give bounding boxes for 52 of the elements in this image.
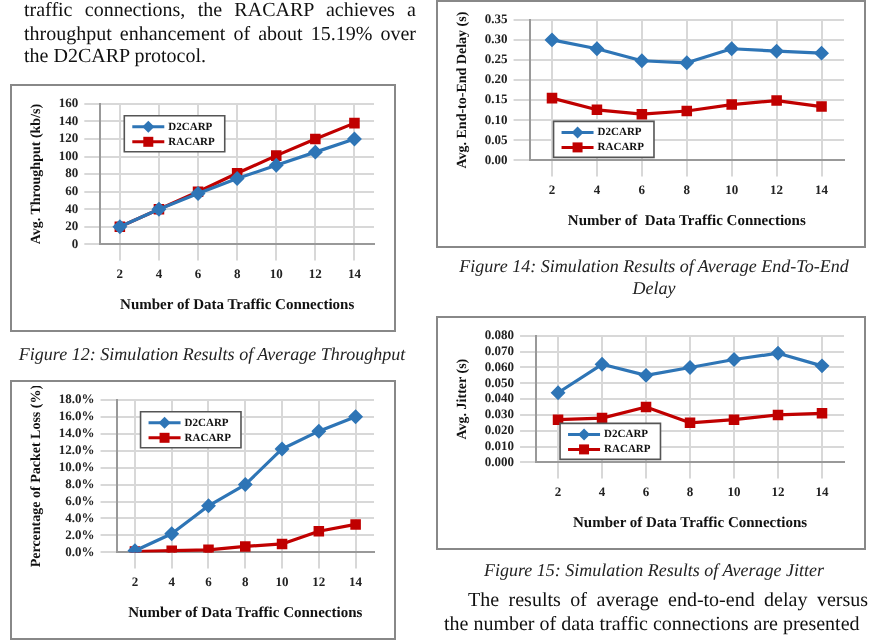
point [308,145,323,159]
point [240,541,251,552]
point [164,526,179,541]
point [595,357,609,372]
point [166,545,177,553]
point [636,108,648,120]
point [590,41,604,56]
point [679,55,694,70]
point [816,101,827,112]
point [591,104,603,116]
point [269,158,284,173]
point [313,525,325,537]
point [310,133,321,145]
point [814,46,829,60]
point [203,544,214,553]
point [276,538,288,550]
point [772,409,784,421]
point [238,477,253,492]
point [684,417,696,429]
point [552,414,564,425]
point [230,171,244,186]
point [681,105,693,117]
point [201,498,216,513]
point [349,117,360,129]
point [635,53,649,68]
point [546,92,558,104]
point [347,132,362,146]
text: Figure 15: Simulation Results of Average Jitter [482,560,826,582]
point [769,44,784,58]
point [312,424,326,438]
point [726,99,737,110]
point [815,359,829,373]
point [551,385,565,400]
point [596,412,608,424]
point [270,150,282,161]
text: traffic connections, the RACARP achieves a throughput enhancement of about 15.19% over the D2CARP protocol. [24,0,416,69]
point [683,360,697,375]
point [771,95,782,106]
point [727,352,741,367]
text: The results of average end-to-end delay versus the number of data traffic connections are presented [444,590,868,636]
point [350,519,361,530]
point [639,368,653,383]
text: Figure 12: Simulation Results of Average Throughput [16,344,408,366]
text: Figure 14: Simulation Results of Average End-To-End Delay [457,256,851,300]
point [348,409,363,424]
point [275,442,289,456]
point [640,401,652,413]
point [816,408,828,419]
point [724,41,739,56]
point [545,33,559,47]
point [771,346,785,361]
point [728,414,740,425]
